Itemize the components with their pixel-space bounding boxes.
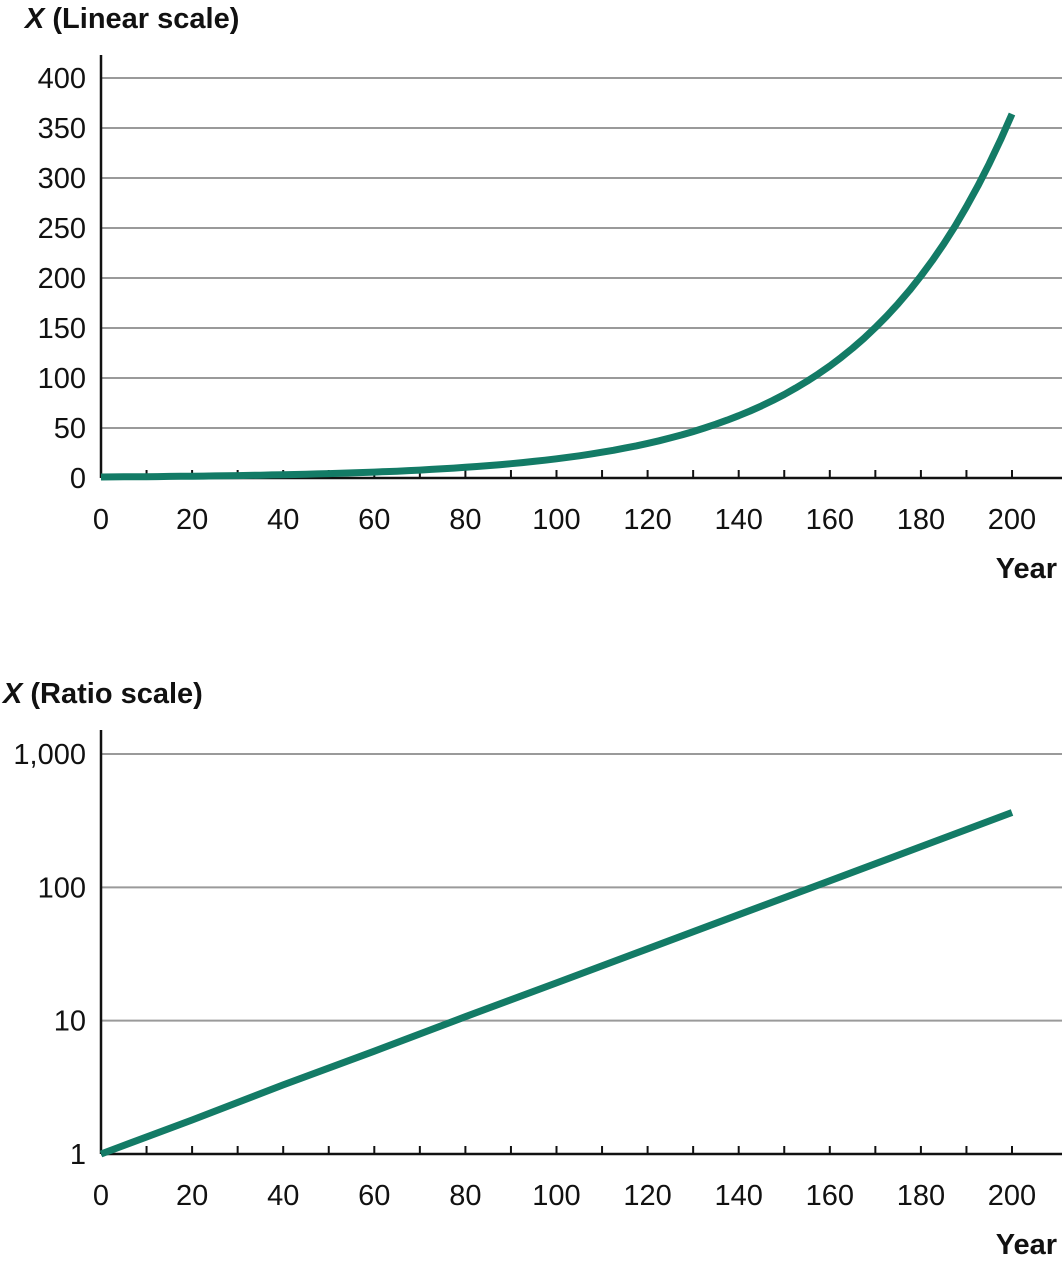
x-tick-label: 0 <box>93 504 109 536</box>
y-tick-label: 100 <box>38 872 86 904</box>
x-axis-title: Year <box>996 1229 1057 1261</box>
y-tick-label: 300 <box>38 163 86 195</box>
y-tick-label: 200 <box>38 263 86 295</box>
x-tick-label: 120 <box>623 1180 671 1212</box>
x-tick-label: 60 <box>358 1180 390 1212</box>
x-tick-label: 80 <box>449 504 481 536</box>
y-tick-label: 0 <box>70 463 86 495</box>
x-tick-label: 120 <box>623 504 671 536</box>
x-axis-title: Year <box>996 553 1057 585</box>
x-tick-label: 180 <box>897 504 945 536</box>
y-tick-label: 50 <box>54 413 86 445</box>
x-tick-label: 200 <box>988 1180 1036 1212</box>
x-tick-label: 140 <box>715 504 763 536</box>
x-tick-label: 80 <box>449 1180 481 1212</box>
ratio-scale-chart: 1 10 100 1,000 0 20 40 60 80 100 120 140 160 180 200 X … <box>1 678 1062 1261</box>
x-tick-label: 0 <box>93 1180 109 1212</box>
x-tick-label: 100 <box>532 1180 580 1212</box>
x-tick-label: 60 <box>358 504 390 536</box>
series-line <box>99 809 1014 1158</box>
x-tick-label: 160 <box>806 504 854 536</box>
y-tick-label: 350 <box>38 113 86 145</box>
y-tick-label: 1 <box>70 1139 86 1171</box>
x-tick-label: 100 <box>532 504 580 536</box>
series-line <box>100 112 1016 481</box>
x-tick-label: 140 <box>715 1180 763 1212</box>
linear-scale-chart: 0 50 100 150 200 250 300 350 400 0 20 40 60 80 100 120 1… <box>23 3 1062 585</box>
x-tick-label: 180 <box>897 1180 945 1212</box>
y-axis-title: X (Ratio scale) <box>1 678 203 710</box>
y-axis-title: X (Linear scale) <box>23 3 239 35</box>
y-axis-variable: X <box>23 3 46 35</box>
y-axis-scale-label: (Ratio scale) <box>22 678 203 710</box>
y-axis-scale-label: (Linear scale) <box>44 3 239 35</box>
y-tick-label: 250 <box>38 213 86 245</box>
y-tick-label: 150 <box>38 313 86 345</box>
y-tick-label: 400 <box>38 63 86 95</box>
x-tick-label: 40 <box>267 504 299 536</box>
y-tick-label: 1,000 <box>13 739 86 771</box>
y-tick-label: 10 <box>54 1006 86 1038</box>
x-tick-label: 40 <box>267 1180 299 1212</box>
x-tick-label: 160 <box>806 1180 854 1212</box>
y-axis-variable: X <box>1 678 24 710</box>
x-tick-label: 20 <box>176 1180 208 1212</box>
y-tick-label: 100 <box>38 363 86 395</box>
x-tick-label: 20 <box>176 504 208 536</box>
x-tick-label: 200 <box>988 504 1036 536</box>
